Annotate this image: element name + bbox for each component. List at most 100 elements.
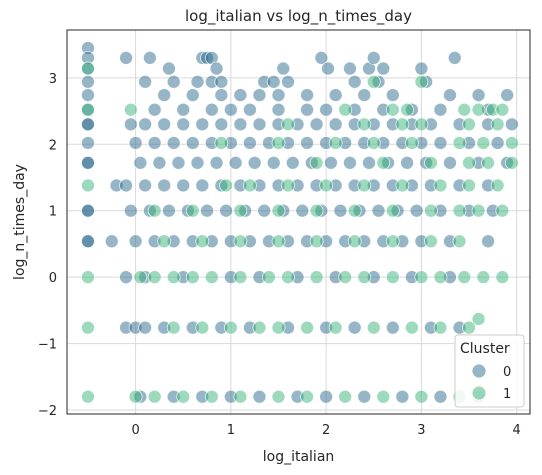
scatter-point-cluster-1 [320, 179, 333, 192]
scatter-point-cluster-1 [367, 321, 380, 334]
scatter-point-cluster-1 [386, 235, 399, 248]
scatter-point-cluster-0 [120, 271, 133, 284]
scatter-point-cluster-1 [196, 235, 209, 248]
scatter-point-cluster-0 [210, 156, 223, 169]
scatter-point-cluster-0 [377, 62, 390, 75]
y-tick-label: 0 [49, 271, 57, 286]
scatter-point-cluster-1 [463, 156, 476, 169]
legend: Cluster 01 [455, 335, 524, 407]
scatter-point-cluster-1 [81, 62, 94, 75]
legend-label-cluster-1: 1 [503, 387, 511, 402]
scatter-point-cluster-1 [205, 390, 218, 403]
scatter-point-cluster-1 [396, 118, 409, 131]
scatter-point-cluster-0 [215, 75, 228, 88]
scatter-point-cluster-1 [167, 321, 180, 334]
scatter-point-cluster-0 [282, 75, 295, 88]
legend-marker-cluster-1 [472, 386, 486, 400]
scatter-point-cluster-0 [501, 89, 514, 102]
scatter-point-cluster-1 [491, 179, 504, 192]
scatter-point-cluster-0 [153, 156, 166, 169]
scatter-point-cluster-0 [172, 156, 185, 169]
scatter-point-cluster-0 [301, 136, 314, 149]
scatter-point-cluster-1 [272, 136, 285, 149]
scatter-point-cluster-1 [358, 271, 371, 284]
scatter-point-cluster-0 [286, 156, 299, 169]
scatter-point-cluster-0 [243, 136, 256, 149]
scatter-point-cluster-1 [434, 321, 447, 334]
scatter-point-cluster-0 [186, 136, 199, 149]
scatter-point-cluster-1 [453, 235, 466, 248]
scatter-point-cluster-1 [310, 156, 323, 169]
scatter-point-cluster-1 [505, 156, 518, 169]
scatter-point-cluster-1 [167, 271, 180, 284]
scatter-point-cluster-1 [458, 103, 471, 116]
scatter-point-cluster-0 [129, 136, 142, 149]
scatter-point-cluster-1 [272, 235, 285, 248]
scatter-point-cluster-0 [434, 136, 447, 149]
y-axis-label: log_n_times_day [12, 164, 28, 280]
scatter-point-cluster-1 [186, 204, 199, 217]
scatter-point-cluster-0 [324, 156, 337, 169]
scatter-point-cluster-1 [253, 321, 266, 334]
scatter-point-cluster-1 [477, 271, 490, 284]
scatter-point-cluster-1 [282, 179, 295, 192]
scatter-point-cluster-0 [81, 75, 94, 88]
scatter-point-cluster-1 [148, 271, 161, 284]
scatter-point-cluster-1 [272, 321, 285, 334]
scatter-point-cluster-0 [162, 204, 175, 217]
scatter-point-cluster-0 [158, 179, 171, 192]
scatter-point-cluster-0 [120, 51, 133, 64]
scatter-point-cluster-0 [434, 103, 447, 116]
scatter-point-cluster-1 [234, 204, 247, 217]
scatter-point-cluster-0 [81, 118, 94, 131]
y-tick-label: 3 [49, 72, 57, 87]
scatter-point-cluster-0 [301, 103, 314, 116]
scatter-point-cluster-0 [372, 204, 385, 217]
scatter-point-cluster-1 [272, 204, 285, 217]
x-tick-label: 2 [322, 423, 330, 438]
scatter-point-cluster-1 [220, 179, 233, 192]
scatter-point-cluster-0 [410, 204, 423, 217]
scatter-point-cluster-0 [320, 390, 333, 403]
scatter-point-cluster-1 [358, 179, 371, 192]
scatter-point-cluster-1 [348, 204, 361, 217]
legend-label-cluster-0: 0 [503, 365, 511, 380]
scatter-point-cluster-0 [105, 235, 118, 248]
scatter-point-cluster-1 [415, 118, 428, 131]
scatter-point-cluster-0 [343, 156, 356, 169]
y-tick-label: 1 [49, 205, 57, 220]
scatter-point-cluster-1 [472, 312, 485, 325]
scatter-point-cluster-0 [81, 136, 94, 149]
scatter-point-cluster-0 [167, 136, 180, 149]
scatter-point-cluster-1 [386, 103, 399, 116]
scatter-point-cluster-0 [234, 89, 247, 102]
scatter-point-cluster-0 [215, 118, 228, 131]
scatter-point-cluster-0 [329, 89, 342, 102]
scatter-point-cluster-1 [386, 204, 399, 217]
scatter-point-cluster-1 [505, 136, 518, 149]
scatter-point-cluster-1 [496, 204, 509, 217]
scatter-point-cluster-0 [343, 62, 356, 75]
scatter-point-cluster-1 [243, 179, 256, 192]
scatter-point-cluster-0 [348, 75, 361, 88]
scatter-point-cluster-1 [81, 321, 94, 334]
scatter-point-cluster-0 [134, 156, 147, 169]
scatter-point-cluster-0 [348, 321, 361, 334]
scatter-point-cluster-0 [358, 89, 371, 102]
x-tick-label: 1 [227, 423, 235, 438]
scatter-point-cluster-0 [329, 118, 342, 131]
scatter-point-cluster-1 [405, 136, 418, 149]
scatter-point-cluster-1 [463, 118, 476, 131]
scatter-point-cluster-1 [458, 271, 471, 284]
scatter-point-cluster-0 [196, 118, 209, 131]
scatter-point-cluster-0 [215, 89, 228, 102]
scatter-point-cluster-0 [139, 75, 152, 88]
y-tick-label: −2 [38, 404, 57, 419]
scatter-point-cluster-0 [248, 156, 261, 169]
scatter-point-cluster-1 [262, 271, 275, 284]
scatter-point-cluster-0 [367, 51, 380, 64]
scatter-point-cluster-0 [229, 156, 242, 169]
scatter-point-cluster-1 [272, 390, 285, 403]
scatter-point-cluster-0 [472, 89, 485, 102]
